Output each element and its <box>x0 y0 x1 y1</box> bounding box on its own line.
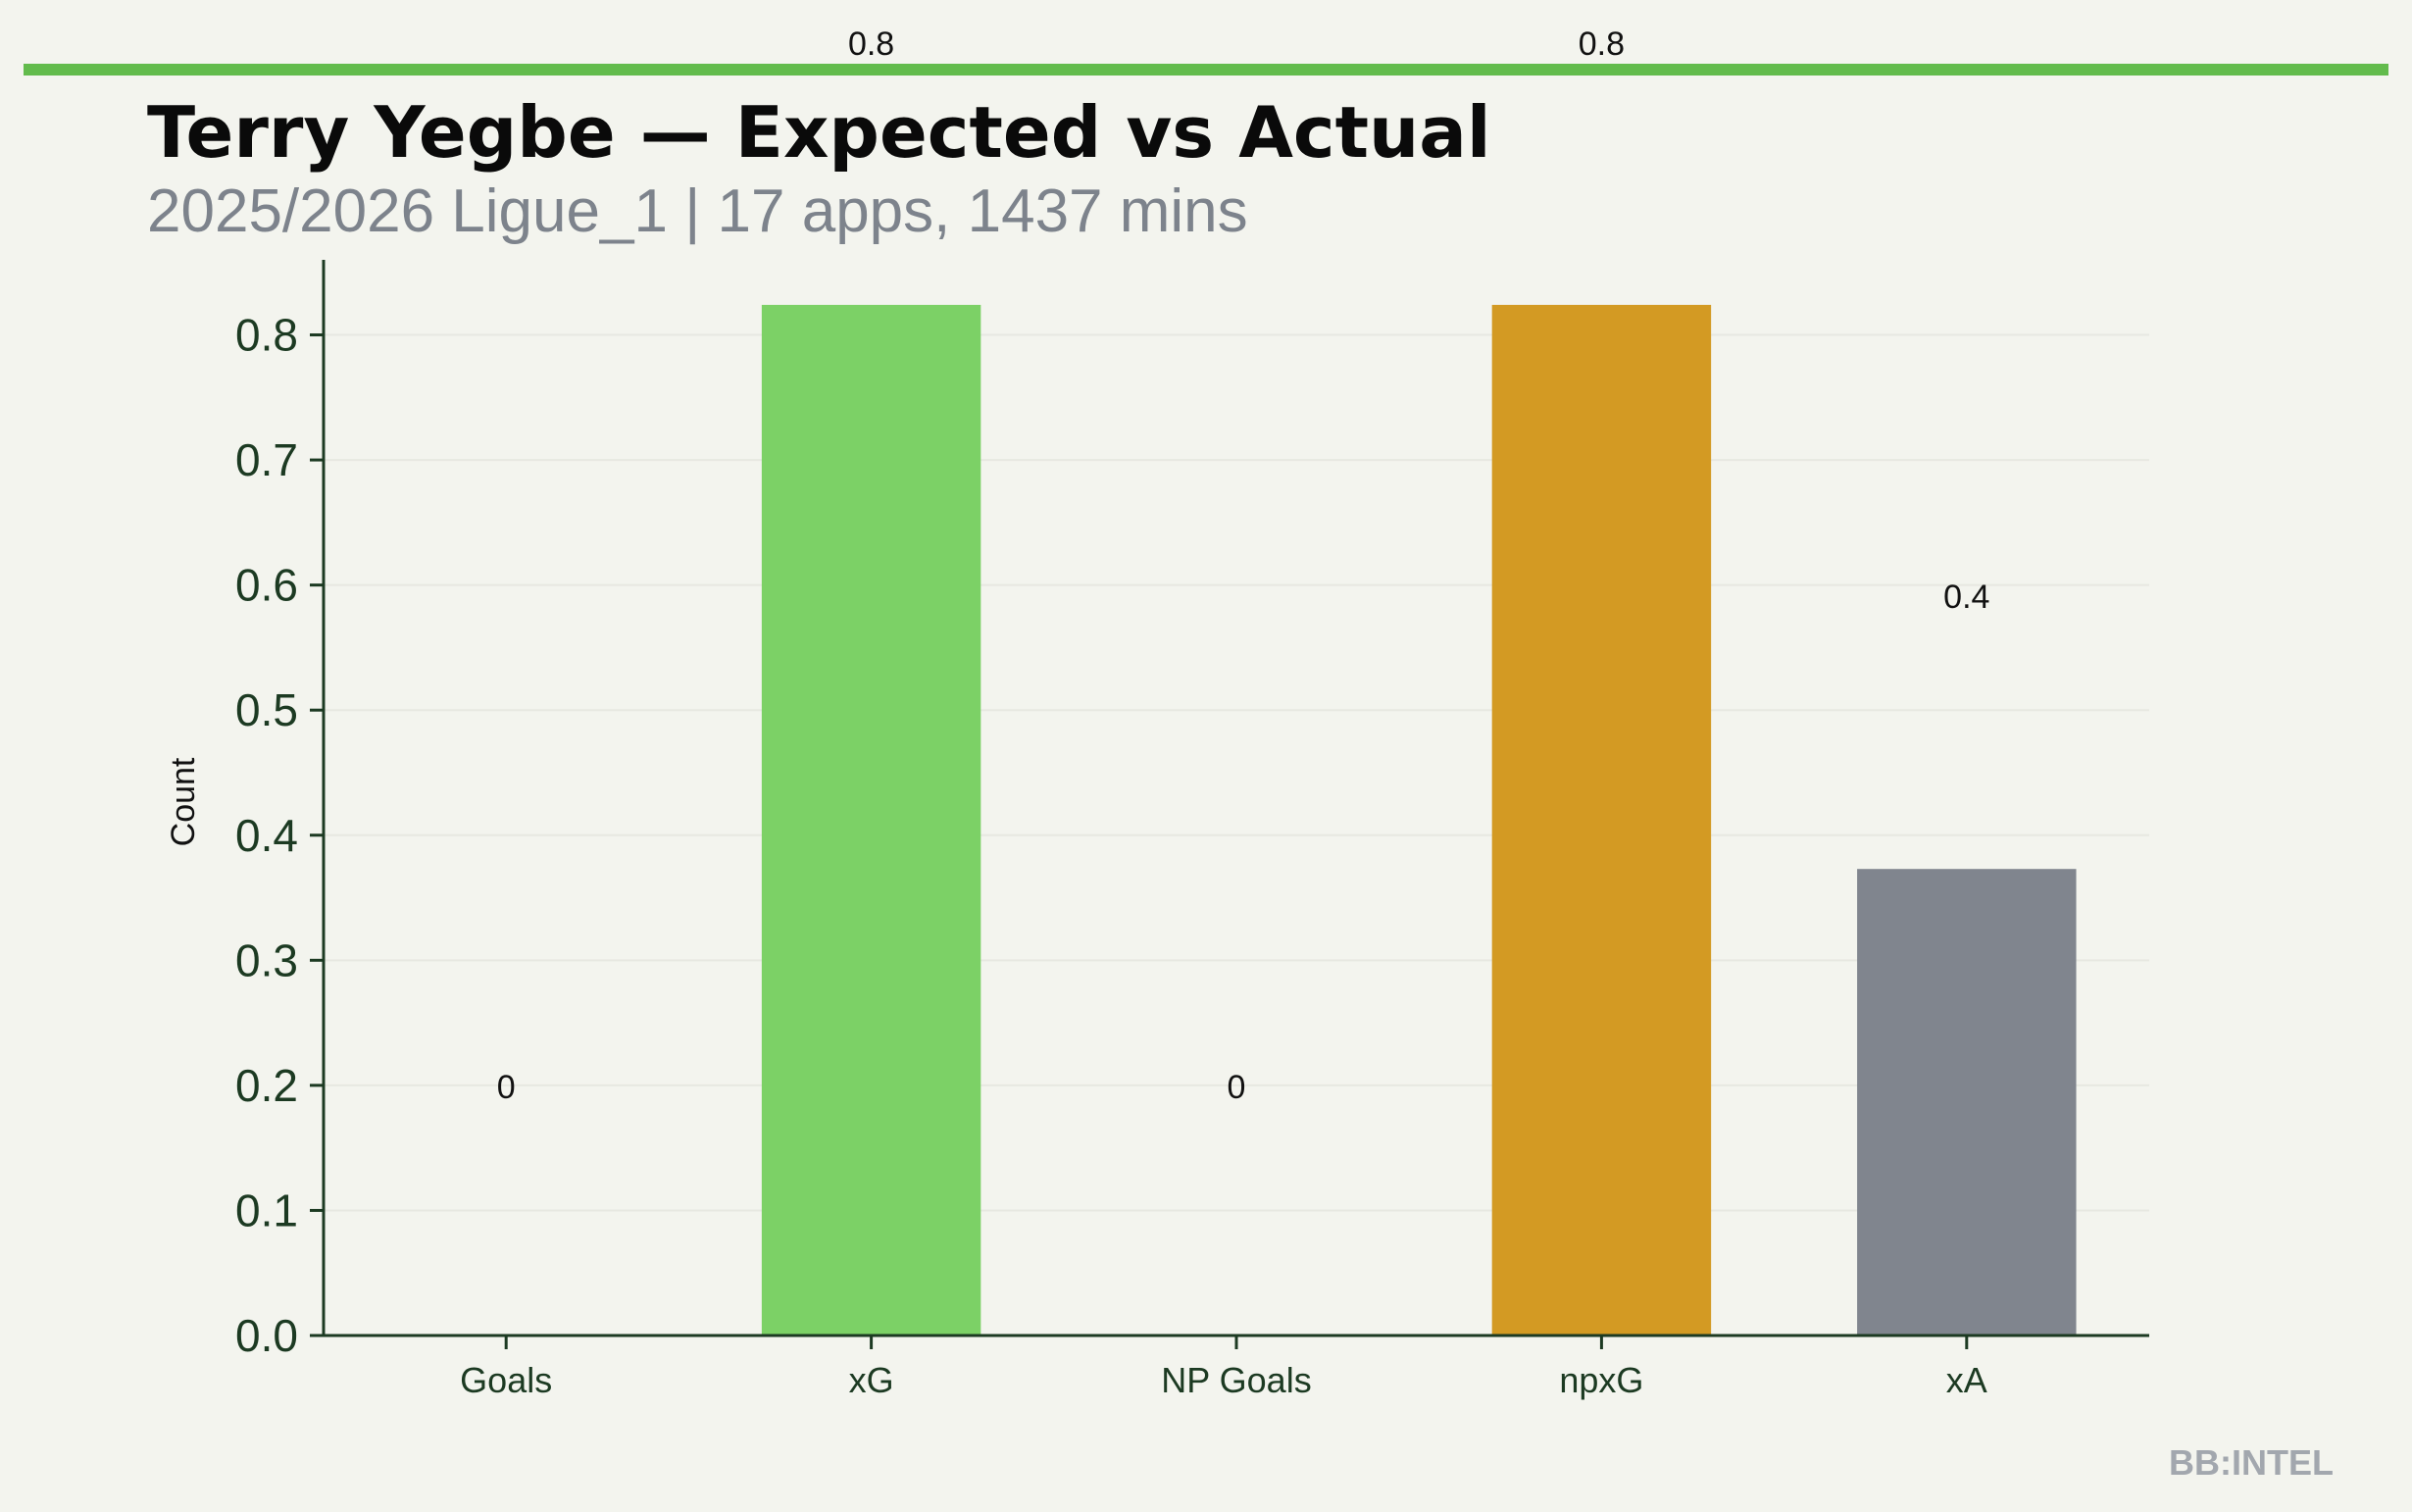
data-label: 0 <box>1228 1069 1246 1106</box>
bars <box>761 304 2077 1336</box>
bar-xa <box>1857 869 2077 1336</box>
data-labels: 0 0.8 0 0.8 0.4 <box>497 25 1990 1106</box>
accent-rule <box>24 64 2388 76</box>
y-ticks: 0.0 0.1 0.2 0.3 0.4 0.5 0.6 0.7 0.8 <box>235 310 324 1361</box>
y-tick-label: 0.0 <box>235 1310 298 1361</box>
gridlines <box>324 333 2149 1212</box>
data-label: 0 <box>497 1069 516 1106</box>
brand-watermark: BB:INTEL <box>2169 1442 2334 1483</box>
x-tick-label: npxG <box>1559 1360 1643 1400</box>
data-label: 0.8 <box>848 25 894 63</box>
data-label: 0.4 <box>1943 579 1989 616</box>
x-tick-label: xA <box>1946 1360 1987 1400</box>
bar-npxg <box>1491 304 1712 1336</box>
y-axis-title: Count <box>165 757 202 846</box>
chart-title: Terry Yegbe — Expected vs Actual <box>147 91 1491 174</box>
y-tick-label: 0.3 <box>235 934 298 985</box>
y-tick-label: 0.5 <box>235 684 298 735</box>
y-tick-label: 0.6 <box>235 560 298 611</box>
x-tick-label: Goals <box>460 1360 552 1400</box>
chart-subtitle: 2025/2026 Ligue_1 | 17 apps, 1437 mins <box>147 177 1248 245</box>
y-tick-label: 0.1 <box>235 1184 298 1235</box>
y-tick-label: 0.4 <box>235 810 298 861</box>
y-tick-label: 0.7 <box>235 434 298 485</box>
x-ticks: Goals xG NP Goals npxG xA <box>460 1336 1987 1400</box>
x-tick-label: NP Goals <box>1161 1360 1311 1400</box>
bar-xg <box>761 304 981 1336</box>
data-label: 0.8 <box>1579 25 1625 63</box>
x-tick-label: xG <box>849 1360 894 1400</box>
y-tick-label: 0.8 <box>235 310 298 361</box>
y-tick-label: 0.2 <box>235 1060 298 1111</box>
